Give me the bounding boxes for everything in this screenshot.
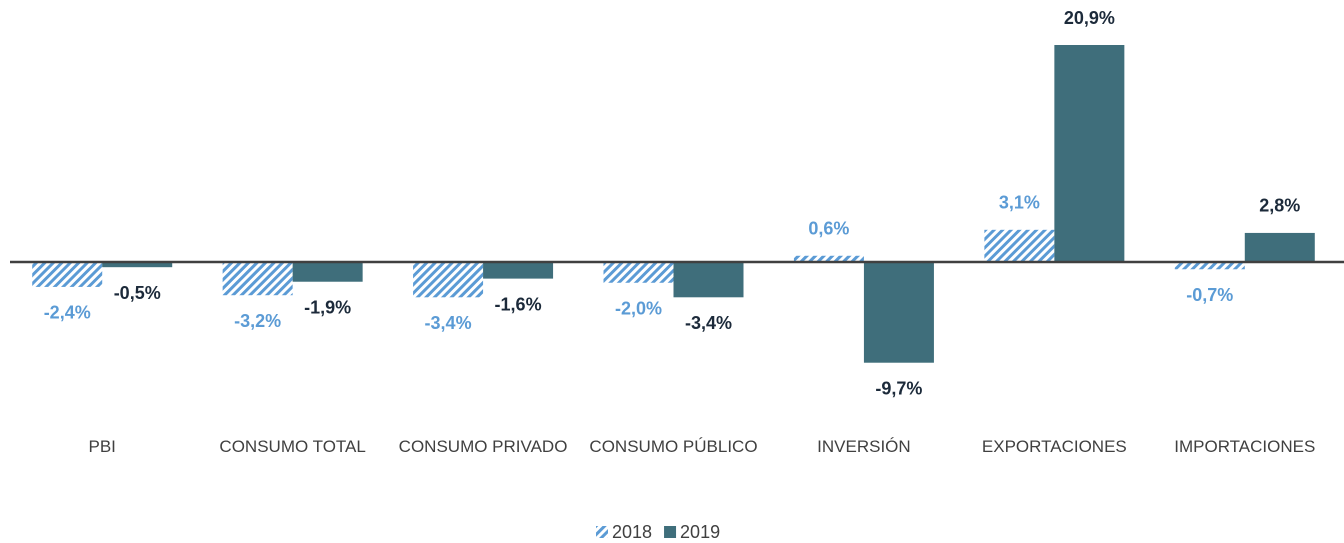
x-tick-label: CONSUMO TOTAL [219,437,366,456]
value-label: 0,6% [808,219,849,239]
value-label: -0,7% [1186,285,1233,305]
x-tick-label: INVERSIÓN [817,437,911,456]
bar [1244,232,1315,262]
bar [292,262,363,282]
bar [863,262,934,363]
x-tick-label: IMPORTACIONES [1174,437,1316,456]
x-tick-label: CONSUMO PÚBLICO [589,437,758,456]
bar [222,262,293,296]
legend-swatch [664,526,677,538]
legend-label: 2018 [612,522,652,542]
value-label: -3,4% [425,313,472,333]
bar [32,262,103,287]
bar [793,255,864,262]
x-tick-label: EXPORTACIONES [981,437,1127,456]
value-label: 2,8% [1259,196,1300,216]
bar [1054,45,1125,262]
value-label: -2,4% [44,303,91,323]
bar [483,262,554,279]
x-tick-label: PBI [88,437,116,456]
bar [673,262,744,298]
value-label: -2,0% [615,299,662,319]
legend-swatch [596,526,608,538]
legend-label: 2019 [680,522,720,542]
value-label: -9,7% [875,378,922,398]
value-label: -1,6% [495,294,542,314]
value-label: -0,5% [114,283,161,303]
x-tick-label: CONSUMO PRIVADO [398,437,568,456]
value-label: -1,9% [304,297,351,317]
value-label: -3,2% [234,311,281,331]
bar [413,262,484,298]
value-label: 20,9% [1064,8,1115,28]
bar [1174,262,1245,270]
bar [984,229,1055,262]
value-label: 3,1% [999,193,1040,213]
value-label: -3,4% [685,313,732,333]
bar [603,262,674,283]
bar [102,262,173,268]
